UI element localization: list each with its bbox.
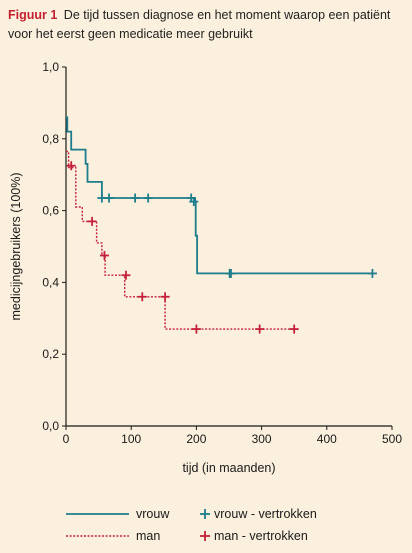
series-vrouw <box>66 116 377 278</box>
censor-mark-man <box>191 324 201 334</box>
censor-mark-man <box>99 250 109 260</box>
censor-mark-man <box>66 161 76 171</box>
axes: 0,0 0,2 0,4 0,6 0,8 1,0 0 100 200 300 400 500 tijd (… <box>9 60 402 475</box>
legend-marker-man-censored <box>200 531 210 541</box>
x-tick-label: 0 <box>63 432 70 446</box>
censor-mark-man <box>160 292 170 302</box>
y-tick-label: 0,6 <box>42 204 59 218</box>
censor-mark-vrouw <box>226 268 236 278</box>
legend-label-vrouw: vrouw <box>136 507 170 521</box>
series-line-vrouw <box>66 116 373 275</box>
censor-mark-vrouw <box>189 197 199 207</box>
legend-marker-vrouw-censored <box>200 509 210 519</box>
censor-mark-man <box>87 216 97 226</box>
legend-label-man: man <box>136 529 160 543</box>
x-tick-label: 300 <box>252 432 272 446</box>
x-tick-label: 500 <box>382 432 402 446</box>
legend: vrouw man vrouw - vertrokken man - vertrokk… <box>66 507 317 543</box>
x-tick-label: 200 <box>186 432 206 446</box>
censor-mark-vrouw <box>104 193 114 203</box>
figure-label: Figuur 1 <box>8 8 58 22</box>
x-axis-title: tijd (in maanden) <box>182 461 275 475</box>
legend-label-vrouw-censored: vrouw - vertrokken <box>214 507 317 521</box>
censor-mark-man <box>137 292 147 302</box>
series-man <box>66 150 299 334</box>
figure-caption: Figuur 1 De tijd tussen diagnose en het … <box>8 6 404 44</box>
y-tick-label: 0,4 <box>42 275 59 289</box>
series-line-man <box>66 150 295 330</box>
x-tick-label: 400 <box>317 432 337 446</box>
censor-mark-vrouw <box>130 193 140 203</box>
y-tick-label: 1,0 <box>42 60 59 74</box>
y-tick-label: 0,8 <box>42 132 59 146</box>
x-tick-label: 100 <box>121 432 141 446</box>
caption-text: De tijd tussen diagnose en het moment wa… <box>8 8 391 41</box>
censor-mark-vrouw <box>367 268 377 278</box>
censor-mark-vrouw <box>143 193 153 203</box>
censor-mark-man <box>289 324 299 334</box>
legend-label-man-censored: man - vertrokken <box>214 529 308 543</box>
y-tick-label: 0,0 <box>42 419 59 433</box>
series-layer <box>66 116 377 334</box>
censor-mark-man <box>255 324 265 334</box>
y-tick-label: 0,2 <box>42 347 59 361</box>
y-axis-title: medicijngebruikers (100%) <box>9 173 23 321</box>
censor-mark-man <box>121 270 131 280</box>
